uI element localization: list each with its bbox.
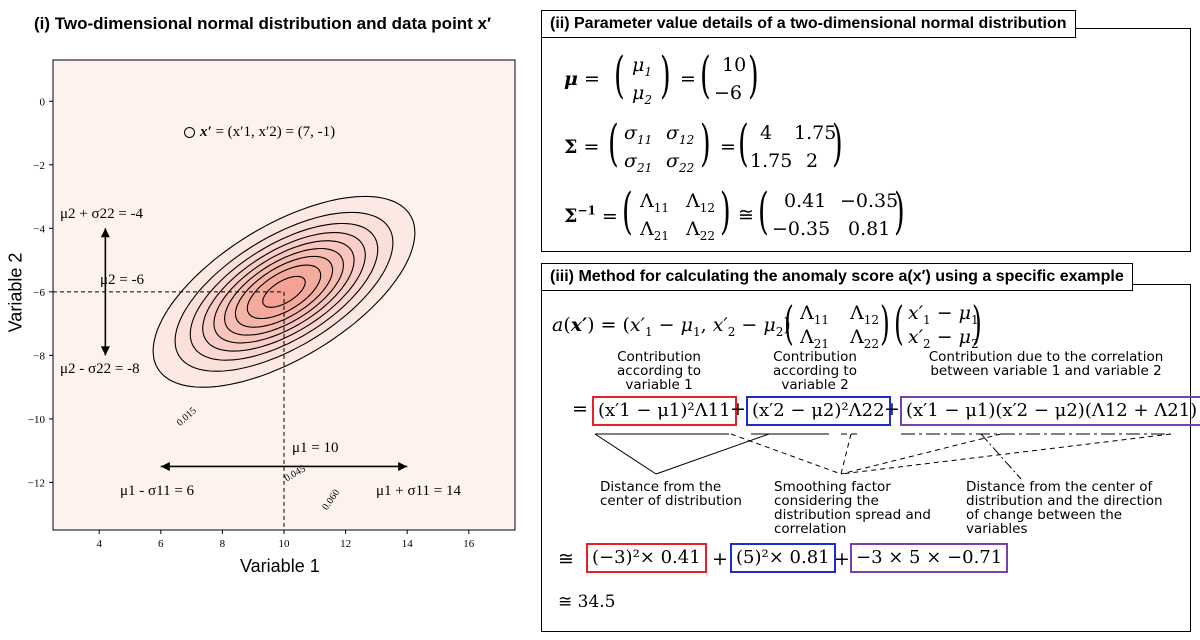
y-tick-label: −12 (28, 477, 45, 489)
term-variable-1: (x′1 − μ1)²Λ11 (598, 400, 731, 421)
link-direction (980, 433, 1022, 480)
approx-sign-1: ≅ (558, 548, 574, 570)
num-term-3-box: −3 × 5 × −0.71 (850, 543, 1009, 573)
plus-sign-2: + (884, 398, 900, 420)
arrow-head (100, 346, 110, 356)
link-smoothing-1 (730, 433, 842, 475)
y-tick-label: −10 (28, 414, 46, 426)
y-tick-label: 0 (40, 96, 46, 108)
plus-sign-4: + (834, 548, 850, 570)
panel-method (541, 284, 1191, 632)
term-correlation: (x′1 − μ1)(x′2 − μ2)(Λ12 + Λ21) (906, 400, 1198, 421)
y-axis-label: Variable 2 (5, 252, 26, 333)
y-tick-label: −2 (33, 160, 45, 172)
term-correlation-box: (x′1 − μ1)(x′2 − μ2)(Λ12 + Λ21) (900, 396, 1200, 426)
arrow-head (100, 228, 110, 238)
x-tick-label: 10 (279, 538, 291, 550)
x-tick-label: 4 (96, 538, 102, 550)
mu1-plus-sigma-label: μ1 + σ11 = 14 (376, 483, 461, 499)
annotation-correlation: Contribution due to the correlation betw… (928, 349, 1164, 379)
x-tick-label: 14 (402, 538, 414, 550)
connector-lines (594, 433, 1172, 480)
equals-sign-1: = (572, 398, 588, 420)
x-axis-label: Variable 1 (240, 556, 320, 576)
annotation-variable-2: Contribution according to variable 2 (773, 349, 857, 393)
result-value: ≅ 34.5 (558, 592, 616, 612)
y-tick-label: −4 (33, 223, 45, 235)
num-term-1-box: (−3)²× 0.41 (586, 543, 707, 573)
annotation-direction: Distance from the center of distribution… (966, 479, 1163, 537)
annotation-distance: Distance from the center of distribution (600, 479, 742, 509)
annotation-variable-1: Contribution according to variable 1 (617, 349, 701, 393)
link-distance-left (594, 433, 657, 475)
num-term-2-box: (5)²× 0.81 (730, 543, 836, 573)
data-point-label-bold: x′ (200, 124, 212, 140)
num-term-1: (−3)²× 0.41 (592, 547, 701, 568)
mu2-plus-sigma-label: μ2 + σ22 = -4 (60, 206, 144, 222)
data-point-label-rest: = (x′1, x′2) = (7, -1) (211, 124, 336, 140)
x-tick-label: 6 (158, 538, 164, 550)
term-variable-2-box: (x′2 − μ2)²Λ22 (746, 396, 891, 426)
num-term-3: −3 × 5 × −0.71 (856, 547, 1003, 568)
plus-sign-1: + (730, 398, 746, 420)
x-tick-label: 16 (463, 538, 475, 550)
data-point-label: x′ = (x′1, x′2) = (7, -1) (184, 124, 335, 141)
link-smoothing-2 (840, 433, 852, 475)
arrow-head (398, 461, 408, 471)
mu1-label: μ1 = 10 (292, 440, 339, 456)
link-smoothing-4 (840, 433, 1172, 475)
panel-method-title: (iii) Method for calculating the anomaly… (541, 263, 1133, 291)
plus-sign-3: + (712, 548, 728, 570)
mu2-minus-sigma-label: μ2 - σ22 = -8 (60, 361, 140, 377)
panel-parameters (541, 28, 1191, 252)
term-variable-1-box: (x′1 − μ1)²Λ11 (592, 396, 737, 426)
num-term-2: (5)²× 0.81 (736, 547, 830, 568)
data-point-marker (184, 127, 195, 139)
link-smoothing-3 (840, 433, 1002, 475)
left-panel-title: (i) Two-dimensional normal distribution … (34, 14, 492, 33)
x-tick-label: 12 (340, 538, 351, 550)
panel-parameters-title: (ii) Parameter value details of a two-di… (541, 10, 1076, 38)
link-distance-right (655, 433, 770, 475)
mu1-minus-sigma-label: μ1 - σ11 = 6 (120, 483, 195, 499)
arrow-head (160, 461, 170, 471)
y-tick-label: −6 (33, 287, 45, 299)
y-tick-label: −8 (33, 350, 45, 362)
mu2-label: μ2 = -6 (100, 272, 144, 288)
annotation-smoothing: Smoothing factor considering the distrib… (774, 479, 931, 537)
x-tick-label: 8 (220, 538, 226, 550)
term-variable-2: (x′2 − μ2)²Λ22 (752, 400, 885, 421)
